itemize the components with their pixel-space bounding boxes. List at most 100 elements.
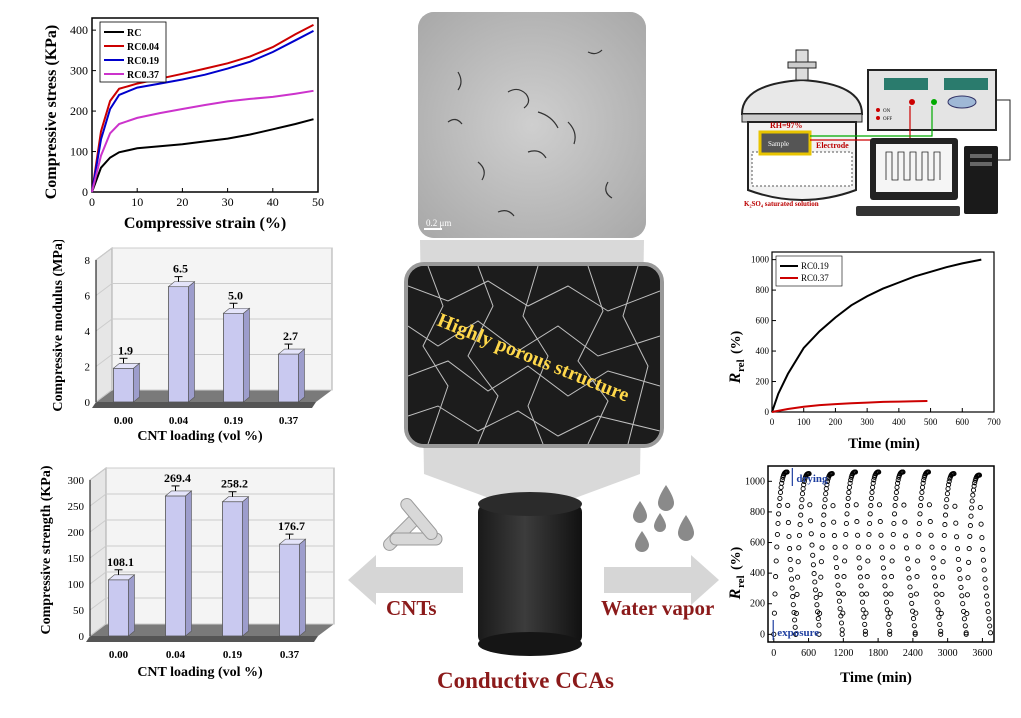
c5-data-point [909,600,915,606]
c5-data-point [959,593,965,599]
c5-data-point [793,631,799,637]
c5-data-point [978,521,984,527]
c5-data-point [798,504,804,510]
c4-xtick-label: 700 [987,417,1001,427]
water-drops-icon [633,485,694,552]
c5-data-point [904,556,910,562]
c3-gridline-side [89,597,107,611]
c5-xtick-label: 600 [801,648,816,659]
c4-xtick-label: 500 [924,417,938,427]
c2-xtick-label: 0.00 [114,415,134,427]
c5-data-point [791,609,797,616]
c5-data-point [888,591,894,597]
c5-data-point [946,482,952,488]
c5-data-point [968,513,974,519]
c5-data-point [833,564,840,571]
c5-data-point [817,591,823,597]
c5-data-point [795,574,801,580]
c2-bar-top [222,307,251,314]
c5-data-point [801,478,807,484]
c2-value-label: 5.0 [228,288,243,302]
c5-data-point [777,495,783,501]
c5-data-point [771,610,777,616]
c5-data-point [787,546,793,552]
c5-data-point [951,471,957,477]
c5-data-point [971,483,977,489]
c5-data-point [939,591,945,597]
c5-data-point [774,531,780,538]
c5-data-point [936,614,942,620]
c5-data-point [814,602,820,608]
c5-ylabel-main: R [727,588,744,600]
c5-data-point [831,519,837,525]
c5-data-point [935,607,941,613]
c5-data-point [972,480,978,486]
c5-data-point [863,610,869,616]
c5-data-point [900,469,906,475]
c5-data-point [970,492,976,498]
c3-ytick-label: 100 [68,579,85,591]
c5-data-point [964,592,970,598]
c5-data-point [930,555,936,561]
c2-ylabel: Compressive modulus (MPa) [51,240,66,412]
c5-data-point [794,591,800,597]
c1-xlabel: Compressive strain (%) [124,215,286,232]
c5-data-point [985,609,991,615]
c3-value-label: 108.1 [107,555,134,569]
rrel-time-chart: 0 100 200 300 400 500 600 700 0 200 400 600 800 1000 R… [727,251,1001,452]
c5-data-point [963,631,969,637]
c5-data-point [848,477,854,483]
c5-data-point [778,484,784,490]
c5-data-point [776,503,782,509]
c3-ytick-label: 250 [68,501,85,513]
c4-series-line [771,258,982,413]
c5-data-point [845,503,851,509]
c5-data-point [784,469,790,475]
c3-gridline-side [89,467,107,481]
c5-data-point [954,546,961,552]
c5-data-point [982,576,988,582]
c5-data-point [956,566,962,572]
c5-data-point [908,592,914,598]
c5-data-point [856,555,862,561]
c5-data-point [790,594,796,600]
c2-value-label: 6.5 [173,262,188,276]
rh-label: RH=97% [770,121,803,130]
c5-data-point [918,495,924,501]
c5-data-point [928,532,934,538]
c5-data-point [779,480,785,486]
c5-data-point [864,574,870,580]
sem-image: Highly porous structure [404,262,664,448]
c5-data-point [773,574,779,580]
off-label: OFF [883,117,892,122]
c5-data-point [915,544,921,550]
c5-data-point [895,477,901,483]
c5-frame [767,465,995,643]
c5-data-point [921,477,927,483]
c5-data-point [779,477,785,483]
c5-data-point [878,532,884,538]
c3-xtick-label: 0.19 [223,649,243,661]
c2-gridline-side [95,354,113,367]
c1-legend-label: RC0.04 [127,42,159,53]
c2-floor [96,390,332,402]
c4-ytick-label: 200 [756,377,770,387]
c1-xtick-label: 10 [131,195,143,209]
c5-data-point [812,579,818,585]
c3-gridline-side [89,493,107,507]
c3-ytick-label: 200 [68,527,85,539]
c5-data-point [785,502,791,508]
c5-data-point [800,486,806,492]
c1-series-line [91,89,314,193]
c5-data-point [799,497,805,503]
c5-data-point [911,623,917,629]
c5-data-point [870,484,876,490]
c2-bar-side [298,348,305,403]
c5-data-point [801,482,807,488]
c5-data-point [892,503,898,509]
c4-xlabel: Time (min) [848,436,920,452]
c5-data-point [857,565,863,571]
c5-data-point [818,574,824,580]
c5-data-point [953,520,959,526]
c4-ylabel-unit: (%) [729,330,744,354]
